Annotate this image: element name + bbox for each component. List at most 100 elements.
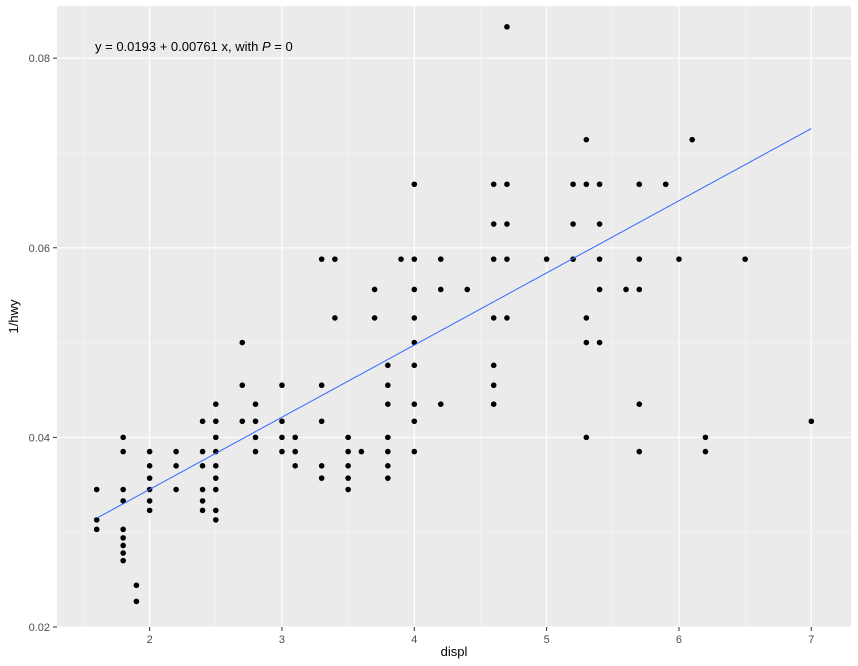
data-point [213, 434, 219, 441]
x-tick-label: 5 [544, 634, 550, 646]
data-point [490, 221, 497, 227]
p-symbol: P [262, 39, 271, 54]
data-point [570, 181, 576, 188]
data-point [120, 434, 126, 441]
data-point [133, 582, 140, 589]
data-point [345, 475, 351, 481]
data-point [490, 401, 497, 407]
data-point [279, 382, 285, 389]
data-point [596, 181, 603, 188]
data-point [120, 535, 126, 541]
data-point [385, 475, 391, 481]
x-axis-title: displ [441, 644, 468, 659]
data-point [292, 463, 299, 469]
x-axis: 2 3 4 5 6 7 [147, 627, 814, 646]
data-point [504, 256, 510, 262]
data-point [279, 448, 285, 455]
data-point [239, 418, 246, 425]
data-point [173, 486, 179, 493]
data-point [252, 401, 259, 407]
data-point [292, 434, 299, 441]
x-tick-label: 2 [147, 634, 153, 646]
data-point [596, 286, 603, 293]
data-point [146, 448, 153, 455]
data-point [636, 256, 643, 262]
data-points [93, 24, 815, 605]
data-point [371, 286, 378, 293]
data-point [702, 434, 709, 441]
data-point [345, 448, 351, 455]
data-point [318, 418, 325, 425]
data-point [437, 256, 444, 262]
data-point [213, 507, 219, 514]
regression-line [96, 128, 812, 519]
data-point [490, 382, 497, 389]
data-point [345, 486, 351, 493]
data-point [398, 256, 404, 262]
data-point [596, 221, 603, 227]
data-point [636, 181, 643, 188]
p-value-text: = 0 [271, 39, 293, 54]
regression-equation-annotation: y = 0.0193 + 0.00761 x, with P = 0 [95, 39, 293, 54]
data-point [490, 315, 497, 321]
data-point [252, 418, 259, 425]
data-point [318, 475, 325, 481]
data-point [345, 434, 351, 441]
y-tick-label: 0.06 [29, 243, 50, 255]
data-point [504, 181, 510, 188]
y-tick-label: 0.08 [29, 53, 50, 65]
x-tick-label: 7 [808, 634, 814, 646]
data-point [437, 286, 444, 293]
data-point [120, 526, 126, 533]
data-point [199, 498, 206, 504]
data-point [570, 221, 576, 227]
data-point [213, 475, 219, 481]
data-point [133, 598, 140, 605]
data-point [636, 286, 643, 293]
data-point [676, 256, 682, 262]
y-axis: 0.02 0.04 0.06 0.08 [29, 53, 57, 634]
data-point [808, 418, 815, 425]
data-point [504, 24, 510, 30]
data-point [213, 401, 219, 407]
data-point [596, 339, 603, 346]
data-point [93, 486, 100, 493]
data-point [490, 362, 497, 369]
data-point [385, 382, 391, 389]
equation-text: y = 0.0193 + 0.00761 x, with [95, 39, 262, 54]
data-point [213, 463, 219, 469]
data-point [146, 498, 153, 504]
data-point [437, 401, 444, 407]
data-point [385, 448, 391, 455]
data-point [689, 136, 695, 143]
x-tick-label: 3 [279, 634, 285, 646]
major-grid [57, 6, 851, 628]
data-point [596, 256, 603, 262]
data-point [120, 448, 126, 455]
data-point [239, 339, 246, 346]
data-point [543, 256, 550, 262]
data-point [411, 362, 418, 369]
data-point [411, 256, 418, 262]
data-point [385, 401, 391, 407]
data-point [120, 498, 126, 504]
data-point [120, 557, 126, 564]
data-point [702, 448, 709, 455]
data-point [636, 401, 643, 407]
data-point [120, 550, 126, 556]
data-point [583, 339, 590, 346]
data-point [371, 315, 378, 321]
data-point [332, 315, 338, 321]
data-point [411, 401, 418, 407]
data-point [583, 434, 590, 441]
data-point [583, 181, 590, 188]
data-point [332, 256, 338, 262]
data-point [623, 286, 629, 293]
data-point [504, 315, 510, 321]
data-point [199, 448, 206, 455]
data-point [504, 221, 510, 227]
data-point [742, 256, 748, 262]
data-point [120, 486, 126, 493]
data-point [252, 448, 259, 455]
data-point [213, 517, 219, 523]
